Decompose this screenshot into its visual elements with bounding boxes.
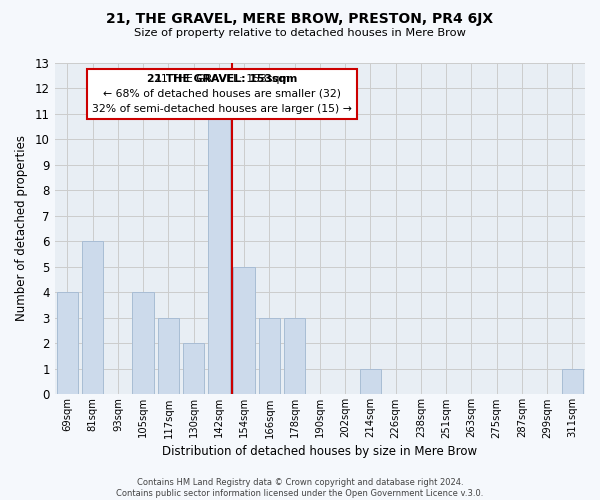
- Text: Size of property relative to detached houses in Mere Brow: Size of property relative to detached ho…: [134, 28, 466, 38]
- Bar: [284, 318, 305, 394]
- Bar: [82, 241, 103, 394]
- Bar: [259, 318, 280, 394]
- Text: Contains HM Land Registry data © Crown copyright and database right 2024.
Contai: Contains HM Land Registry data © Crown c…: [116, 478, 484, 498]
- Text: 21 THE GRAVEL: 153sqm
← 68% of detached houses are smaller (32)
32% of semi-deta: 21 THE GRAVEL: 153sqm ← 68% of detached …: [92, 74, 352, 114]
- Bar: [359, 369, 381, 394]
- Bar: [233, 266, 255, 394]
- Text: 21 THE GRAVEL: 153sqm: 21 THE GRAVEL: 153sqm: [146, 74, 297, 84]
- Bar: [56, 292, 78, 394]
- Bar: [133, 292, 154, 394]
- Bar: [158, 318, 179, 394]
- Bar: [562, 369, 583, 394]
- Y-axis label: Number of detached properties: Number of detached properties: [15, 136, 28, 322]
- Bar: [208, 114, 230, 394]
- Bar: [183, 344, 205, 394]
- X-axis label: Distribution of detached houses by size in Mere Brow: Distribution of detached houses by size …: [163, 444, 478, 458]
- Text: 21, THE GRAVEL, MERE BROW, PRESTON, PR4 6JX: 21, THE GRAVEL, MERE BROW, PRESTON, PR4 …: [106, 12, 494, 26]
